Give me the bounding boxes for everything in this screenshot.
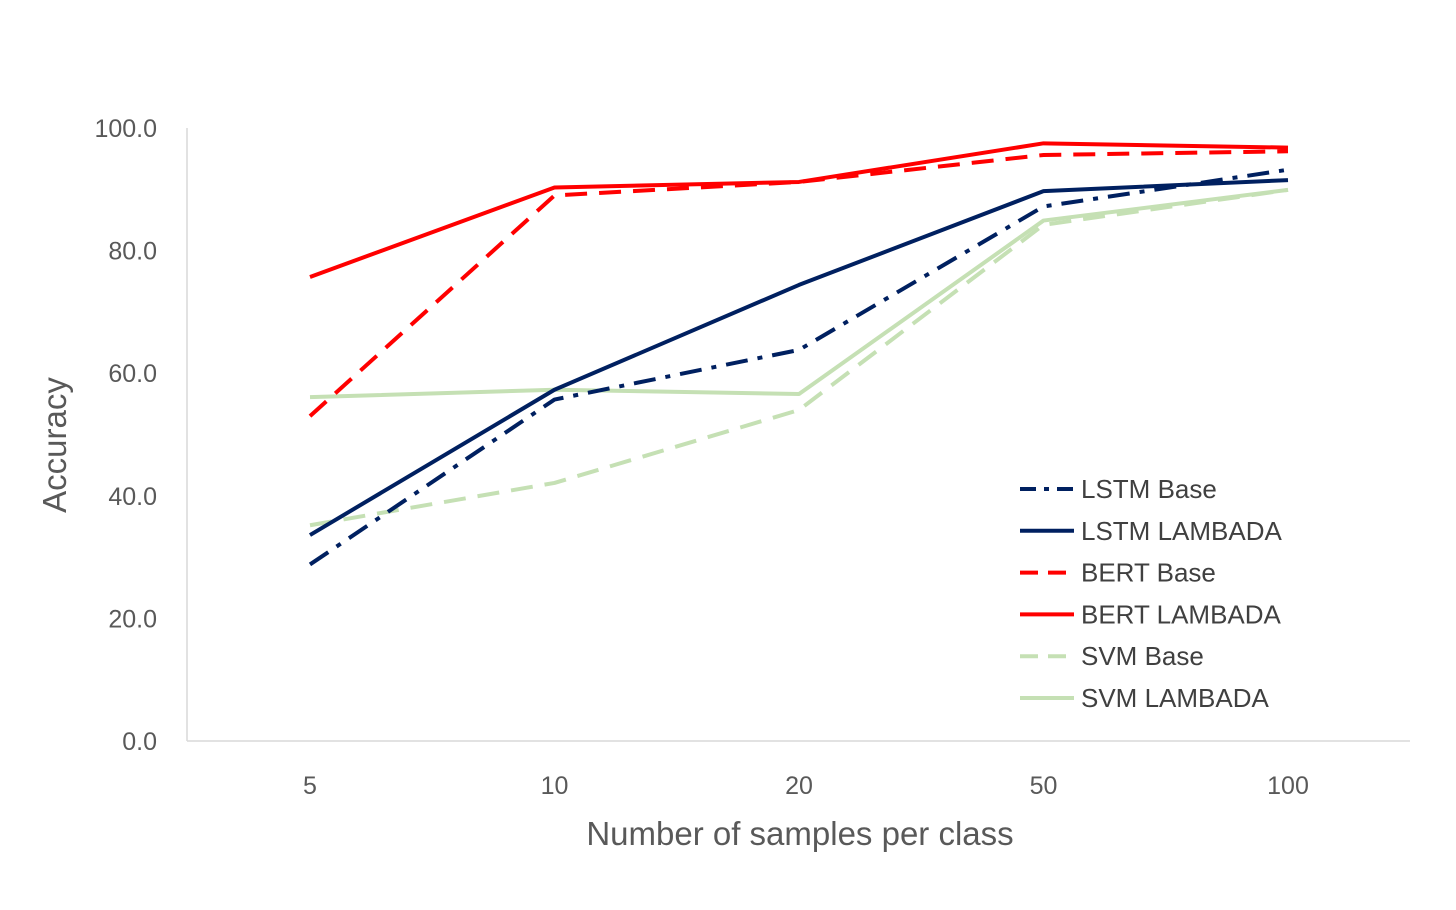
y-tick-label: 60.0 [108, 360, 157, 388]
y-tick-label: 20.0 [108, 605, 157, 633]
series-line-svm-base [309, 187, 1289, 528]
x-tick-label: 20 [785, 772, 813, 800]
legend-label: BERT LAMBADA [1081, 599, 1282, 629]
legend-label: SVM LAMBADA [1081, 683, 1269, 713]
x-tick-label: 5 [303, 772, 317, 800]
y-tick-label: 80.0 [108, 238, 157, 266]
legend-label: LSTM LAMBADA [1081, 516, 1282, 546]
series-line-lstm-lambada [308, 178, 1289, 537]
y-axis-title: Accuracy [36, 377, 73, 513]
axes: 0.0 20.0 40.0 60.0 80.0 100.0 5 10 20 50 100 [94, 115, 1410, 800]
x-tick-label: 50 [1030, 772, 1058, 800]
series-line-bert-lambada [309, 141, 1289, 279]
y-tick-label: 40.0 [108, 483, 157, 511]
legend-label: BERT Base [1081, 558, 1216, 588]
legend-label: SVM Base [1081, 641, 1204, 671]
x-tick-label: 100 [1267, 772, 1309, 800]
x-tick-label: 10 [541, 772, 569, 800]
legend: LSTM Base LSTM LAMBADA BERT Base BERT LAMBA… [1020, 474, 1282, 713]
series-line-bert-base [308, 149, 1289, 418]
legend-label: LSTM Base [1081, 474, 1217, 504]
series-line-lstm-base [308, 167, 1289, 567]
y-tick-label: 100.0 [94, 115, 157, 143]
x-axis-title: Number of samples per class [586, 815, 1013, 852]
series-layer [308, 141, 1289, 567]
y-tick-label: 0.0 [122, 728, 157, 756]
series-line-svm-lambada [309, 187, 1289, 400]
